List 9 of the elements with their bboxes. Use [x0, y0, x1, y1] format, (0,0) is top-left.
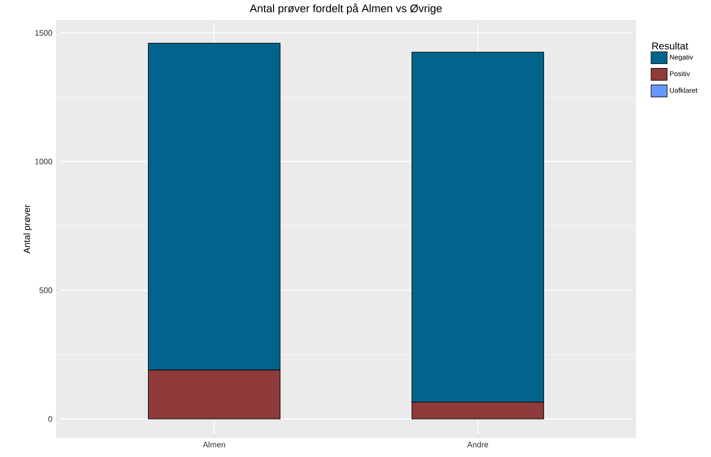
y-tick-label: 500	[39, 287, 52, 294]
y-tick-label: 0	[48, 416, 52, 422]
y-tick-label: 1000	[35, 158, 52, 164]
legend-title: Resultat	[652, 42, 688, 50]
x-tick-label: Almen	[202, 442, 226, 448]
y-tick-label: 1500	[35, 30, 52, 36]
y-axis-title: Antal prøver	[23, 204, 32, 254]
chart-title: Antal prøver fordelt på Almen vs Øvrige	[250, 3, 442, 14]
x-tick-label: Andre	[467, 442, 488, 448]
